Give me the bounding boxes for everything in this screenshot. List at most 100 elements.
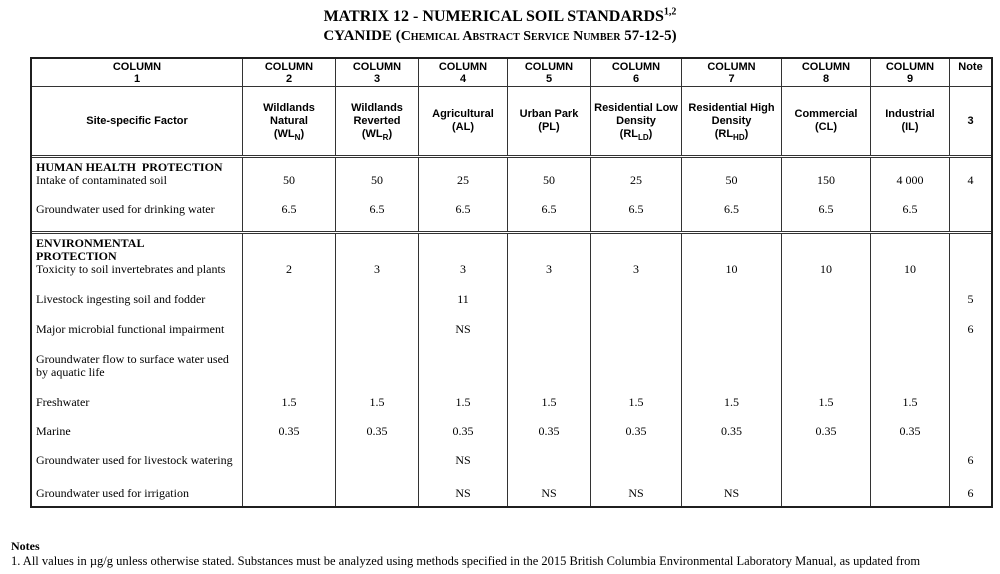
land-use-header: Wildlands Reverted (WLR) [336, 87, 419, 155]
value-cell [243, 454, 336, 487]
value-cell [782, 158, 871, 174]
column-header-number: 3 [373, 73, 381, 85]
value-cell [243, 234, 336, 263]
column-header-word: COLUMN [438, 61, 488, 73]
value-cell [336, 158, 419, 174]
value-cell [682, 158, 782, 174]
factor-row: Groundwater used for irrigation NS NS NS NS 6 [32, 487, 991, 506]
column-header-word: COLUMN [264, 61, 314, 73]
value-cell: NS [419, 323, 508, 353]
value-cell: 50 [336, 174, 419, 203]
factor-row: Freshwater 1.5 1.5 1.5 1.5 1.5 1.5 1.5 1.5 [32, 396, 991, 425]
value-cell: 0.35 [508, 425, 591, 454]
note-cell: 6 [967, 322, 974, 336]
land-use-header: Urban Park (PL) [508, 87, 591, 155]
factor-label: Groundwater used for livestock watering [32, 454, 243, 487]
value-cell: 3 [508, 263, 591, 293]
value-cell [508, 293, 591, 323]
land-use-abbr: (AL) [452, 121, 474, 133]
land-use-name: Industrial [885, 108, 935, 120]
land-use-abbr: (WLR) [361, 127, 393, 142]
factor-row: Toxicity to soil invertebrates and plant… [32, 263, 991, 293]
value-cell: 1.5 [508, 396, 591, 425]
value-cell: NS [419, 487, 508, 506]
land-use-abbr: (PL) [538, 121, 560, 133]
value-cell: 1.5 [682, 396, 782, 425]
value-cell: 3 [336, 263, 419, 293]
value-cell: 50 [682, 174, 782, 203]
value-cell: NS [508, 487, 591, 506]
value-cell: 0.35 [336, 425, 419, 454]
value-cell [591, 353, 682, 396]
value-cell [871, 454, 950, 487]
value-cell: 0.35 [871, 425, 950, 454]
value-cell: 0.35 [419, 425, 508, 454]
land-use-header: Residential High Density (RLHD) [682, 87, 782, 155]
note-cell [950, 234, 991, 263]
site-specific-factor-label: Site-specific Factor [86, 114, 188, 127]
value-cell [336, 323, 419, 353]
page-title-superscript: 1,2 [663, 6, 677, 18]
column-header-number: 2 [285, 73, 293, 85]
column-header: COLUMN 2 [243, 59, 336, 86]
value-cell: 3 [419, 263, 508, 293]
note-cell [950, 353, 991, 396]
value-cell [508, 234, 591, 263]
column-header: COLUMN 7 [682, 59, 782, 86]
factor-row: Groundwater flow to surface water used b… [32, 353, 991, 396]
value-cell [591, 158, 682, 174]
value-cell [782, 293, 871, 323]
note-cell [950, 425, 991, 454]
value-cell: 6.5 [871, 203, 950, 231]
column-header-word: COLUMN [524, 61, 574, 73]
table-header-block: COLUMN 1 COLUMN 2 COLUMN 3 COLUMN 4 COLUMN 5 … [32, 59, 991, 155]
column-header-word: COLUMN [611, 61, 661, 73]
column-header-number: 6 [632, 73, 640, 85]
column-number-header-row: COLUMN 1 COLUMN 2 COLUMN 3 COLUMN 4 COLUMN 5 … [32, 59, 991, 86]
value-cell: 10 [682, 263, 782, 293]
value-cell [682, 353, 782, 396]
factor-label: Groundwater flow to surface water used b… [32, 353, 243, 396]
value-cell [871, 234, 950, 263]
section-title-row: ENVIRONMENTAL PROTECTION [32, 234, 991, 263]
value-cell: 10 [782, 263, 871, 293]
site-specific-factor-header: Site-specific Factor [32, 87, 243, 155]
note-header-value: 3 [950, 87, 991, 155]
value-cell [419, 158, 508, 174]
column-header-word: COLUMN [885, 61, 935, 73]
value-cell [419, 234, 508, 263]
value-cell [243, 487, 336, 506]
section-human-health-protection: HUMAN HEALTH PROTECTION Intake of contami… [32, 155, 991, 231]
land-use-name: Residential Low Density [594, 101, 678, 127]
value-cell [508, 353, 591, 396]
land-use-header: Agricultural (AL) [419, 87, 508, 155]
note-cell [950, 396, 991, 425]
factor-label: Intake of contaminated soil [32, 174, 243, 203]
factor-row: Major microbial functional impairment NS 6 [32, 323, 991, 353]
notes-block: Notes 1. All values in µg/g unless other… [11, 539, 997, 569]
column-header: COLUMN 6 [591, 59, 682, 86]
value-cell: 4 000 [871, 174, 950, 203]
value-cell [682, 323, 782, 353]
value-cell [591, 234, 682, 263]
note-cell [950, 158, 991, 174]
column-header: COLUMN 8 [782, 59, 871, 86]
value-cell [871, 323, 950, 353]
value-cell: NS [682, 487, 782, 506]
value-cell [419, 353, 508, 396]
factor-row: Livestock ingesting soil and fodder 11 5 [32, 293, 991, 323]
value-cell [871, 353, 950, 396]
land-use-name: Commercial [794, 108, 858, 120]
column-header-word: COLUMN [801, 61, 851, 73]
value-cell [682, 234, 782, 263]
value-cell [336, 293, 419, 323]
value-cell [871, 158, 950, 174]
value-cell: 0.35 [591, 425, 682, 454]
value-cell: 10 [871, 263, 950, 293]
note-cell [950, 263, 991, 293]
value-cell [782, 487, 871, 506]
value-cell [243, 323, 336, 353]
value-cell: 25 [419, 174, 508, 203]
column-header-word: COLUMN [707, 61, 756, 73]
factor-row: Groundwater used for drinking water 6.5 6.… [32, 203, 991, 231]
